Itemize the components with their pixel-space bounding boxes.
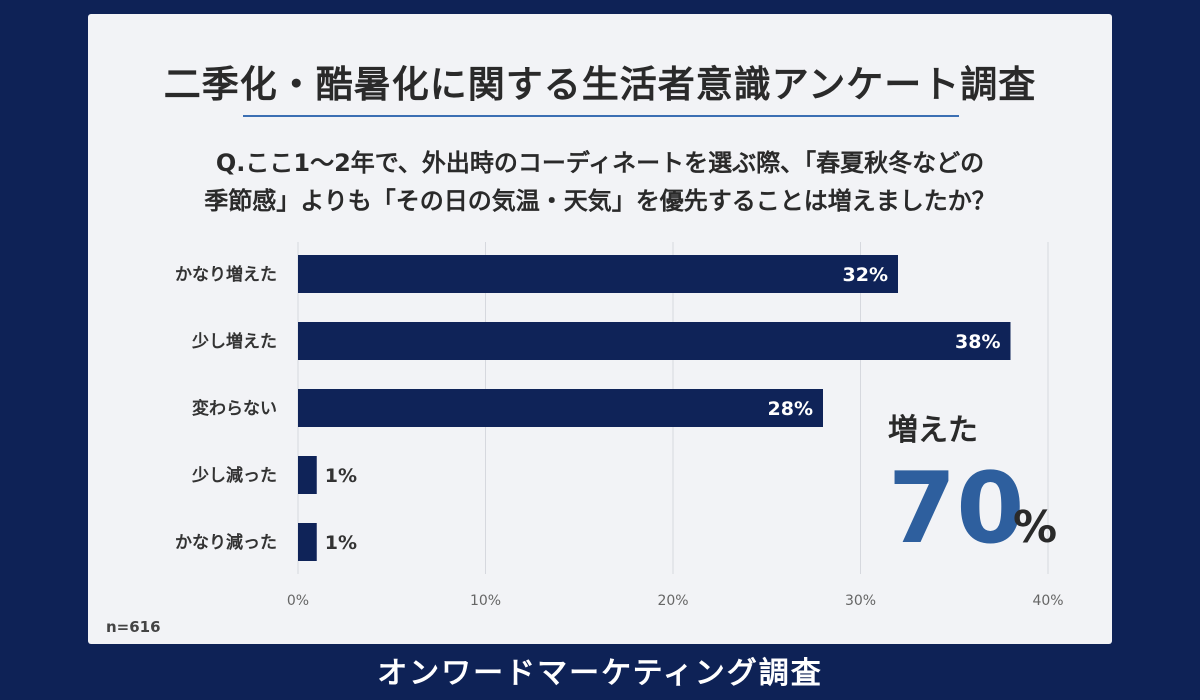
category-label: 少し増えた <box>191 331 277 352</box>
x-tick-label: 20% <box>657 593 688 609</box>
x-tick-label: 30% <box>845 593 876 609</box>
survey-question: Q.ここ1～2年で、外出時のコーディネートを選ぶ際、「春夏秋冬などの 季節感」よ… <box>148 144 1052 220</box>
value-label: 28% <box>768 398 813 420</box>
x-tick-label: 0% <box>287 593 309 609</box>
question-line-2: 季節感」よりも「その日の気温・天気」を優先することは増えましたか？ <box>204 187 996 215</box>
value-label: 1% <box>325 465 357 487</box>
category-label: かなり減った <box>175 532 277 553</box>
callout-label: 増えた <box>888 413 978 448</box>
category-label: 少し減った <box>191 465 277 486</box>
chart-title: 二季化・酷暑化に関する生活者意識アンケート調査 <box>163 63 1037 106</box>
title-divider <box>243 115 959 117</box>
bar <box>298 255 898 293</box>
callout-number: 70 <box>888 452 1024 566</box>
bar <box>298 389 823 427</box>
value-label: 32% <box>843 264 888 286</box>
chart-card: 二季化・酷暑化に関する生活者意識アンケート調査 Q.ここ1～2年で、外出時のコー… <box>88 14 1112 644</box>
bar <box>298 456 317 494</box>
bar <box>298 523 317 561</box>
category-label: 変わらない <box>192 398 277 419</box>
question-line-1: Q.ここ1～2年で、外出時のコーディネートを選ぶ際、「春夏秋冬などの <box>215 149 985 177</box>
value-label: 1% <box>325 532 357 554</box>
x-axis-ticks: 0% 10% 20% 30% 40% <box>287 593 1064 609</box>
category-label: かなり増えた <box>175 264 277 285</box>
x-tick-label: 10% <box>470 593 501 609</box>
x-tick-label: 40% <box>1032 593 1063 609</box>
bar <box>298 322 1011 360</box>
callout-unit: % <box>1013 502 1057 553</box>
bars <box>298 255 1011 561</box>
value-labels: 32% 38% 28% 1% 1% <box>325 264 1001 554</box>
footer-source: オンワードマーケティング調査 <box>377 656 823 691</box>
value-label: 38% <box>955 331 1000 353</box>
sample-size: n=616 <box>106 618 161 636</box>
increase-callout: 増えた 70 % <box>888 413 1057 566</box>
